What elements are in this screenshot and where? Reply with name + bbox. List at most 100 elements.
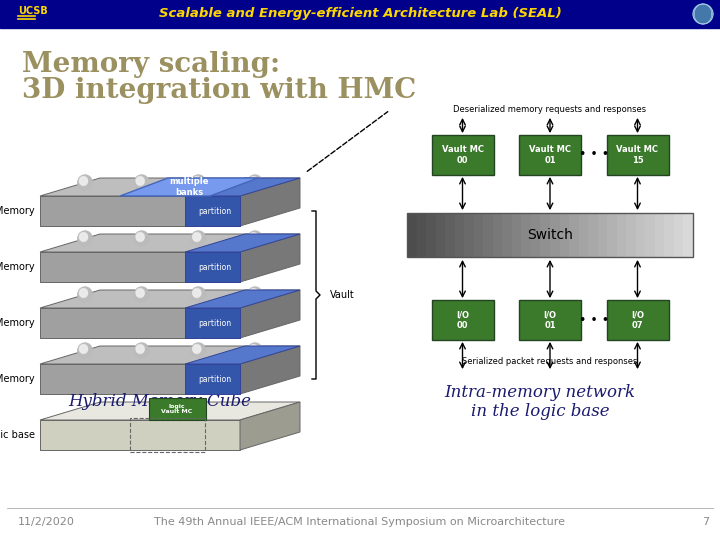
- Polygon shape: [40, 252, 240, 282]
- Text: Memory: Memory: [0, 206, 35, 216]
- Circle shape: [248, 288, 262, 302]
- Text: logic
Vault MC: logic Vault MC: [161, 403, 193, 414]
- Bar: [426, 213, 436, 257]
- Polygon shape: [185, 308, 240, 338]
- Text: I/O
01: I/O 01: [544, 310, 557, 330]
- Text: • • •: • • •: [579, 148, 609, 161]
- FancyBboxPatch shape: [519, 300, 581, 340]
- Circle shape: [248, 232, 262, 246]
- Circle shape: [136, 288, 144, 296]
- Circle shape: [193, 233, 201, 240]
- Polygon shape: [185, 234, 300, 252]
- Circle shape: [192, 344, 205, 358]
- Circle shape: [79, 233, 88, 241]
- Circle shape: [250, 345, 258, 353]
- Circle shape: [79, 345, 88, 353]
- Bar: [521, 213, 531, 257]
- Text: partition: partition: [198, 262, 231, 272]
- Circle shape: [192, 175, 205, 189]
- Polygon shape: [40, 196, 240, 226]
- Circle shape: [135, 231, 148, 245]
- Bar: [683, 213, 693, 257]
- Polygon shape: [40, 364, 240, 394]
- Polygon shape: [40, 420, 240, 450]
- Polygon shape: [240, 290, 300, 338]
- Text: partition: partition: [198, 319, 231, 327]
- Bar: [550, 213, 560, 257]
- Bar: [665, 213, 675, 257]
- Text: Scalable and Energy-efficient Architecture Lab (SEAL): Scalable and Energy-efficient Architectu…: [158, 8, 562, 21]
- Circle shape: [79, 346, 88, 354]
- Polygon shape: [185, 252, 240, 282]
- Bar: [617, 213, 627, 257]
- Text: 11/2/2020: 11/2/2020: [18, 517, 75, 527]
- Text: Memory: Memory: [0, 318, 35, 328]
- Polygon shape: [240, 346, 300, 394]
- Bar: [503, 213, 513, 257]
- Circle shape: [250, 177, 258, 185]
- Circle shape: [78, 232, 92, 246]
- Text: Vault MC
00: Vault MC 00: [441, 145, 484, 165]
- Circle shape: [136, 289, 144, 298]
- Circle shape: [136, 177, 144, 185]
- Polygon shape: [40, 308, 240, 338]
- Text: Memory: Memory: [0, 262, 35, 272]
- Bar: [483, 213, 493, 257]
- Circle shape: [78, 288, 92, 302]
- Circle shape: [79, 177, 88, 185]
- Bar: [492, 213, 503, 257]
- Bar: [645, 213, 655, 257]
- FancyBboxPatch shape: [606, 135, 668, 175]
- Bar: [445, 213, 455, 257]
- Bar: [531, 213, 541, 257]
- Bar: [541, 213, 551, 257]
- Circle shape: [78, 344, 92, 358]
- Text: I/O
07: I/O 07: [631, 310, 644, 330]
- Circle shape: [78, 231, 92, 245]
- Circle shape: [248, 176, 262, 190]
- Polygon shape: [185, 346, 300, 364]
- Bar: [436, 213, 446, 257]
- Circle shape: [192, 343, 205, 357]
- Circle shape: [192, 232, 205, 246]
- Polygon shape: [185, 290, 300, 308]
- Text: Memory: Memory: [0, 374, 35, 384]
- Circle shape: [192, 288, 205, 302]
- Circle shape: [192, 176, 205, 190]
- Circle shape: [248, 287, 262, 301]
- Text: UCSB: UCSB: [18, 6, 48, 16]
- Polygon shape: [40, 402, 300, 420]
- Bar: [607, 213, 617, 257]
- Circle shape: [79, 288, 88, 296]
- Circle shape: [135, 288, 148, 302]
- Circle shape: [248, 343, 262, 357]
- Circle shape: [78, 287, 92, 301]
- Circle shape: [79, 178, 88, 186]
- Polygon shape: [40, 178, 300, 196]
- Bar: [626, 213, 636, 257]
- Circle shape: [250, 346, 258, 354]
- Text: Deserialized memory requests and responses: Deserialized memory requests and respons…: [454, 105, 647, 114]
- Circle shape: [250, 233, 258, 240]
- Polygon shape: [185, 364, 240, 394]
- Bar: [407, 213, 417, 257]
- Text: Vault MC
15: Vault MC 15: [616, 145, 659, 165]
- Circle shape: [79, 233, 88, 240]
- Circle shape: [136, 233, 144, 241]
- Text: Logic base: Logic base: [0, 430, 35, 440]
- Bar: [454, 213, 464, 257]
- Circle shape: [248, 231, 262, 245]
- Text: Memory scaling:: Memory scaling:: [22, 51, 280, 78]
- Circle shape: [136, 346, 144, 354]
- Circle shape: [250, 178, 258, 186]
- Circle shape: [193, 178, 201, 186]
- Bar: [130, 418, 205, 452]
- Circle shape: [136, 345, 144, 353]
- Circle shape: [250, 233, 258, 241]
- Circle shape: [136, 178, 144, 186]
- FancyBboxPatch shape: [149, 398, 206, 420]
- Circle shape: [135, 287, 148, 301]
- Circle shape: [78, 175, 92, 189]
- Circle shape: [193, 233, 201, 241]
- Circle shape: [79, 289, 88, 298]
